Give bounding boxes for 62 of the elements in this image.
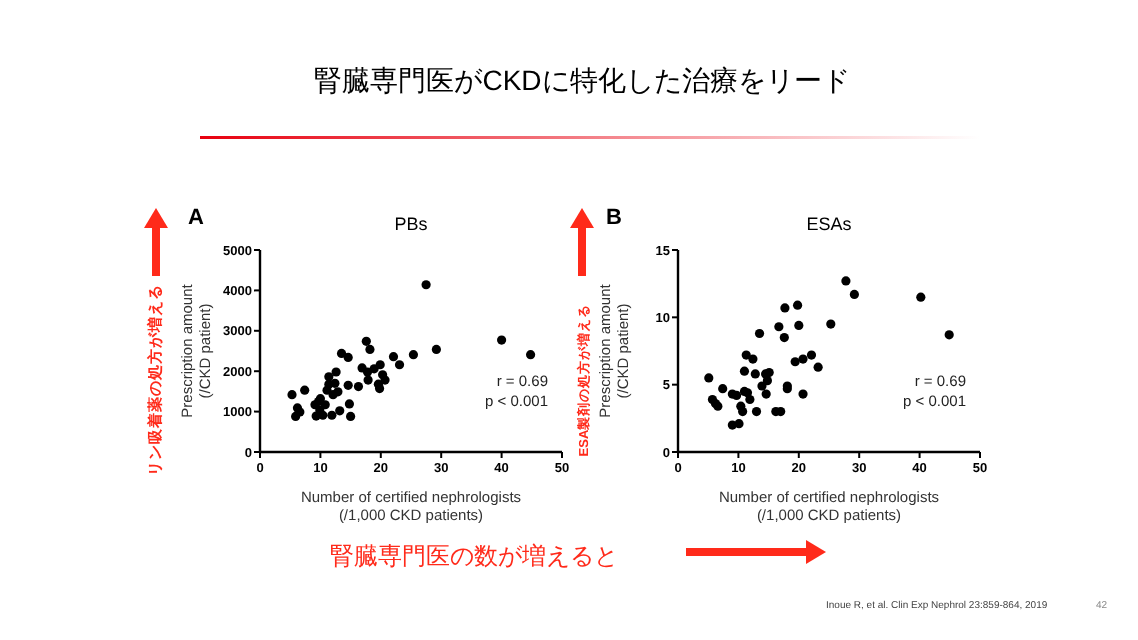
point [327,410,337,420]
point [408,350,419,360]
point [944,330,954,340]
point [363,375,373,385]
point [750,369,760,379]
point [738,407,748,417]
point [780,303,790,313]
text: 腎臓専門医がCKDに特化した治療をリード [314,64,850,96]
point [497,335,507,345]
point [761,389,771,399]
text: A [188,206,204,230]
point [353,381,364,392]
point [748,354,758,364]
point [431,344,441,354]
point [380,375,390,385]
point [757,381,767,391]
point [754,328,765,339]
point [346,411,356,422]
point [826,319,836,329]
point [916,292,926,302]
point [331,367,341,377]
point [421,280,431,290]
point [790,357,800,367]
point [806,350,817,360]
point [287,390,297,400]
chart-title: ESAs [806,214,853,234]
point [774,322,784,332]
point [388,352,399,362]
point [779,332,789,343]
point [841,276,851,286]
point [745,394,755,405]
text: B [606,206,622,230]
point [300,385,310,395]
point [365,344,375,354]
point [792,300,803,310]
point [335,406,345,416]
point [718,384,728,394]
point [375,360,385,370]
point [762,376,772,386]
point [525,350,536,360]
point [849,289,859,300]
point [320,400,330,410]
point [336,348,347,359]
point [330,378,340,388]
point [739,366,750,376]
point [741,350,751,360]
point [794,320,804,330]
point [798,389,808,399]
point [343,352,353,363]
chart-title: PBs [394,214,429,234]
point [813,362,823,372]
point [333,387,343,397]
point [361,336,371,346]
point [394,360,405,370]
text: 腎臓専門医の数が増えると [330,542,618,570]
point [704,373,714,383]
point [343,380,353,390]
point [344,399,354,409]
point [751,407,762,417]
point [734,419,744,429]
point [798,354,808,364]
point [318,410,328,420]
